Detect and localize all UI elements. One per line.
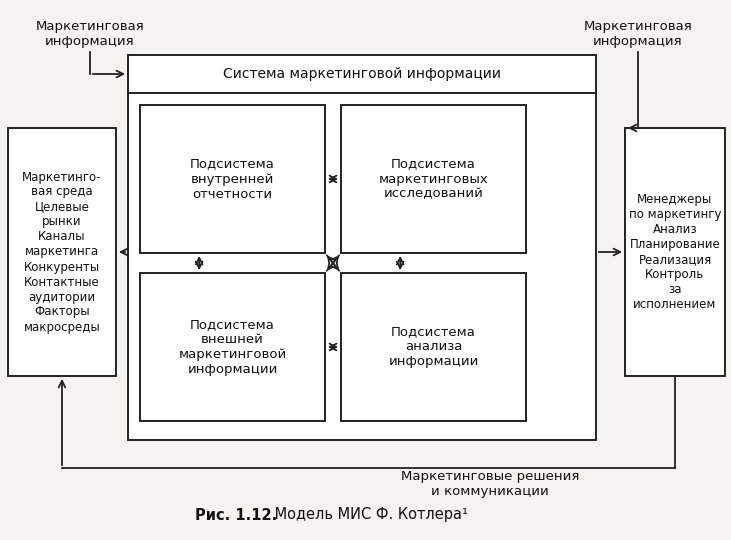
Text: Менеджеры
по маркетингу
Анализ
Планирование
Реализация
Контроль
за
исполнением: Менеджеры по маркетингу Анализ Планирова… xyxy=(629,193,721,311)
Bar xyxy=(128,55,596,440)
Bar xyxy=(341,105,526,253)
Text: Маркетинго-
вая среда
Целевые
рынки
Каналы
маркетинга
Конкуренты
Контактные
ауди: Маркетинго- вая среда Целевые рынки Кана… xyxy=(22,171,102,334)
Text: Система маркетинговой информации: Система маркетинговой информации xyxy=(223,67,501,81)
Bar xyxy=(140,105,325,253)
Text: Модель МИС Ф. Котлера¹: Модель МИС Ф. Котлера¹ xyxy=(270,508,468,523)
Text: Подсистема
анализа
информации: Подсистема анализа информации xyxy=(388,326,479,368)
Text: Рис. 1.12.: Рис. 1.12. xyxy=(195,508,277,523)
Text: Маркетинговая
информация: Маркетинговая информация xyxy=(583,20,692,48)
Bar xyxy=(625,128,725,376)
Text: Маркетинговые решения
и коммуникации: Маркетинговые решения и коммуникации xyxy=(401,470,579,498)
Bar xyxy=(8,128,116,376)
Text: Подсистема
внутренней
отчетности: Подсистема внутренней отчетности xyxy=(190,158,275,200)
Bar xyxy=(140,273,325,421)
Text: Маркетинговая
информация: Маркетинговая информация xyxy=(36,20,145,48)
Bar xyxy=(341,273,526,421)
Text: Подсистема
внешней
маркетинговой
информации: Подсистема внешней маркетинговой информа… xyxy=(178,318,287,376)
Text: Подсистема
маркетинговых
исследований: Подсистема маркетинговых исследований xyxy=(379,158,488,200)
